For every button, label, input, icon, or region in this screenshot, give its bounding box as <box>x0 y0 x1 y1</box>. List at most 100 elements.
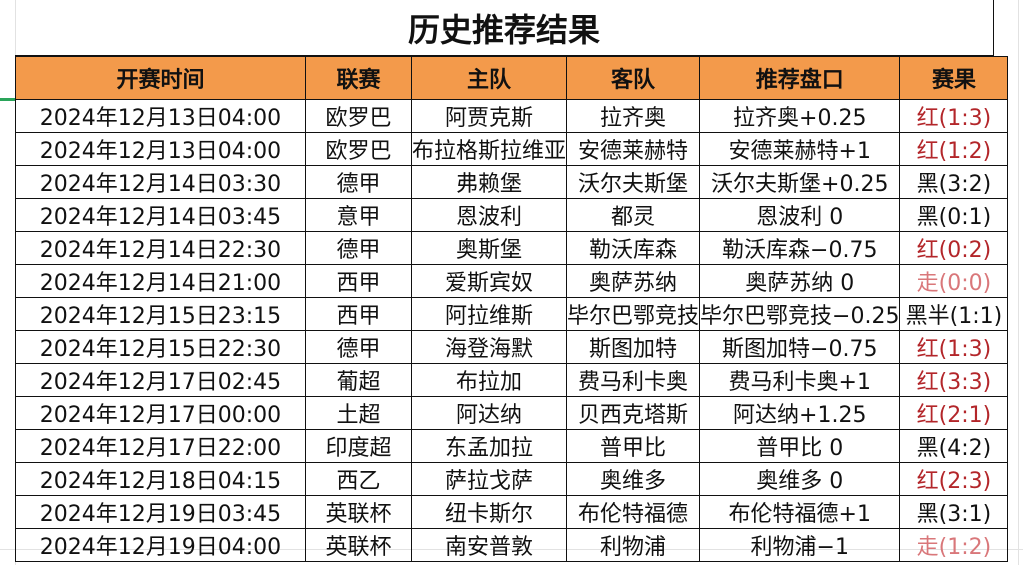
result-text: 红(3:3) <box>916 370 992 395</box>
cell-away[interactable]: 利物浦 <box>566 528 701 562</box>
time-text: 2024年12月19日03:45 <box>39 502 282 527</box>
cell-league[interactable]: 英联杯 <box>305 528 412 562</box>
cell-pick[interactable]: 勒沃库森−0.75 <box>699 231 901 265</box>
cell-home[interactable]: 萨拉戈萨 <box>410 462 568 496</box>
cell-time[interactable]: 2024年12月14日21:00 <box>15 264 306 298</box>
sheet-title[interactable]: 历史推荐结果 <box>15 0 993 57</box>
cell-result[interactable]: 红(1:3) <box>899 330 1009 364</box>
cell-league[interactable]: 欧罗巴 <box>305 99 412 133</box>
cell-away[interactable]: 勒沃库森 <box>566 231 701 265</box>
cell-league[interactable]: 德甲 <box>305 231 412 265</box>
cell-league[interactable]: 西甲 <box>305 297 412 331</box>
header-result[interactable]: 赛果 <box>899 56 1009 100</box>
table-row: 2024年12月19日04:00 英联杯 南安普敦 利物浦 利物浦−1 走(1:2) <box>15 528 1009 562</box>
cell-away[interactable]: 安德莱赫特 <box>566 132 701 166</box>
cell-away[interactable]: 费马利卡奥 <box>566 363 701 397</box>
cell-result[interactable]: 红(1:3) <box>899 99 1009 133</box>
cell-away[interactable]: 毕尔巴鄂竞技 <box>566 297 701 331</box>
cell-time[interactable]: 2024年12月19日04:00 <box>15 528 306 562</box>
cell-result[interactable]: 黑(3:1) <box>899 495 1009 529</box>
cell-home[interactable]: 恩波利 <box>410 198 568 232</box>
cell-pick[interactable]: 利物浦−1 <box>699 528 901 562</box>
cell-league[interactable]: 印度超 <box>305 429 412 463</box>
cell-time[interactable]: 2024年12月14日22:30 <box>15 231 306 265</box>
cell-home[interactable]: 阿拉维斯 <box>410 297 568 331</box>
cell-pick[interactable]: 毕尔巴鄂竞技−0.25 <box>699 297 901 331</box>
header-time[interactable]: 开赛时间 <box>15 56 306 100</box>
cell-result[interactable]: 走(1:2) <box>899 528 1009 562</box>
cell-result[interactable]: 黑(3:2) <box>899 165 1009 199</box>
cell-league[interactable]: 德甲 <box>305 165 412 199</box>
cell-result[interactable]: 红(2:1) <box>899 396 1009 430</box>
cell-pick[interactable]: 普甲比 0 <box>699 429 901 463</box>
cell-time[interactable]: 2024年12月15日22:30 <box>15 330 306 364</box>
cell-result[interactable]: 黑(4:2) <box>899 429 1009 463</box>
pick-text: 斯图加特−0.75 <box>722 337 878 362</box>
cell-pick[interactable]: 安德莱赫特+1 <box>699 132 901 166</box>
cell-time[interactable]: 2024年12月13日04:00 <box>15 132 306 166</box>
cell-home[interactable]: 布拉格斯拉维亚 <box>410 132 568 166</box>
home-text: 奥斯堡 <box>456 238 523 263</box>
cell-home[interactable]: 纽卡斯尔 <box>410 495 568 529</box>
header-home[interactable]: 主队 <box>410 56 568 100</box>
cell-league[interactable]: 欧罗巴 <box>305 132 412 166</box>
table-row: 2024年12月17日00:00 土超 阿达纳 贝西克塔斯 阿达纳+1.25 红(2:1) <box>15 396 1009 430</box>
cell-result[interactable]: 黑半(1:1) <box>899 297 1009 331</box>
cell-home[interactable]: 东孟加拉 <box>410 429 568 463</box>
cell-home[interactable]: 阿达纳 <box>410 396 568 430</box>
cell-league[interactable]: 西乙 <box>305 462 412 496</box>
cell-pick[interactable]: 斯图加特−0.75 <box>699 330 901 364</box>
cell-away[interactable]: 布伦特福德 <box>566 495 701 529</box>
league-text: 葡超 <box>336 370 381 395</box>
cell-time[interactable]: 2024年12月17日00:00 <box>15 396 306 430</box>
cell-result[interactable]: 黑(0:1) <box>899 198 1009 232</box>
cell-league[interactable]: 土超 <box>305 396 412 430</box>
header-league[interactable]: 联赛 <box>305 56 412 100</box>
cell-pick[interactable]: 拉齐奥+0.25 <box>699 99 901 133</box>
result-text: 黑(3:1) <box>916 502 992 527</box>
cell-league[interactable]: 葡超 <box>305 363 412 397</box>
cell-league[interactable]: 西甲 <box>305 264 412 298</box>
cell-league[interactable]: 英联杯 <box>305 495 412 529</box>
cell-away[interactable]: 都灵 <box>566 198 701 232</box>
away-text: 安德莱赫特 <box>578 139 689 164</box>
cell-away[interactable]: 拉齐奥 <box>566 99 701 133</box>
cell-away[interactable]: 斯图加特 <box>566 330 701 364</box>
cell-time[interactable]: 2024年12月17日02:45 <box>15 363 306 397</box>
cell-pick[interactable]: 奥萨苏纳 0 <box>699 264 901 298</box>
cell-league[interactable]: 德甲 <box>305 330 412 364</box>
cell-pick[interactable]: 阿达纳+1.25 <box>699 396 901 430</box>
cell-result[interactable]: 红(1:2) <box>899 132 1009 166</box>
cell-time[interactable]: 2024年12月18日04:15 <box>15 462 306 496</box>
cell-time[interactable]: 2024年12月14日03:30 <box>15 165 306 199</box>
cell-pick[interactable]: 奥维多 0 <box>699 462 901 496</box>
cell-pick[interactable]: 恩波利 0 <box>699 198 901 232</box>
cell-away[interactable]: 贝西克塔斯 <box>566 396 701 430</box>
header-away[interactable]: 客队 <box>566 56 701 100</box>
cell-away[interactable]: 沃尔夫斯堡 <box>566 165 701 199</box>
cell-home[interactable]: 布拉加 <box>410 363 568 397</box>
cell-away[interactable]: 奥维多 <box>566 462 701 496</box>
cell-result[interactable]: 红(2:3) <box>899 462 1009 496</box>
cell-result[interactable]: 红(3:3) <box>899 363 1009 397</box>
cell-time[interactable]: 2024年12月15日23:15 <box>15 297 306 331</box>
cell-pick[interactable]: 布伦特福德+1 <box>699 495 901 529</box>
cell-result[interactable]: 红(0:2) <box>899 231 1009 265</box>
cell-away[interactable]: 普甲比 <box>566 429 701 463</box>
cell-time[interactable]: 2024年12月19日03:45 <box>15 495 306 529</box>
cell-time[interactable]: 2024年12月14日03:45 <box>15 198 306 232</box>
cell-home[interactable]: 弗赖堡 <box>410 165 568 199</box>
cell-home[interactable]: 海登海默 <box>410 330 568 364</box>
cell-time[interactable]: 2024年12月13日04:00 <box>15 99 306 133</box>
cell-home[interactable]: 南安普敦 <box>410 528 568 562</box>
cell-league[interactable]: 意甲 <box>305 198 412 232</box>
cell-time[interactable]: 2024年12月17日22:00 <box>15 429 306 463</box>
cell-away[interactable]: 奥萨苏纳 <box>566 264 701 298</box>
cell-home[interactable]: 奥斯堡 <box>410 231 568 265</box>
cell-result[interactable]: 走(0:0) <box>899 264 1009 298</box>
cell-pick[interactable]: 沃尔夫斯堡+0.25 <box>699 165 901 199</box>
header-pick[interactable]: 推荐盘口 <box>699 56 901 100</box>
cell-pick[interactable]: 费马利卡奥+1 <box>699 363 901 397</box>
cell-home[interactable]: 阿贾克斯 <box>410 99 568 133</box>
cell-home[interactable]: 爱斯宾奴 <box>410 264 568 298</box>
